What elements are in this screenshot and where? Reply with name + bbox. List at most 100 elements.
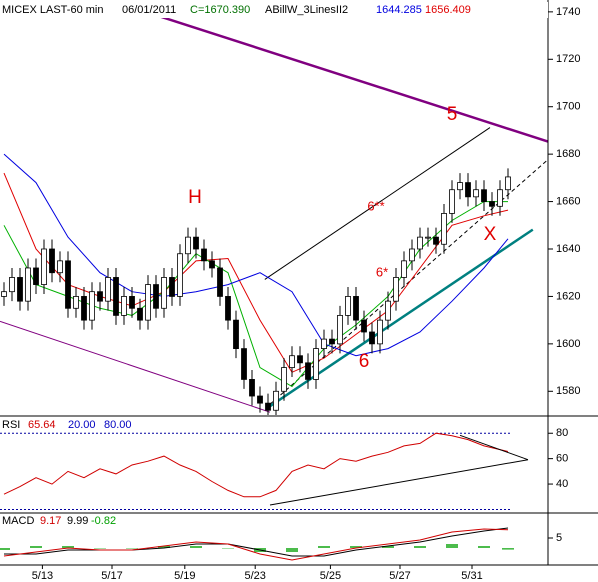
candle-body	[89, 291, 95, 321]
rsi-level-label: 80.00	[104, 419, 132, 431]
candle-body	[345, 296, 351, 316]
histogram-bar	[30, 546, 42, 548]
y-tick-label: 1700	[556, 101, 580, 113]
annotation: 6**	[367, 198, 384, 213]
candle-body	[41, 248, 47, 285]
candle-body	[401, 260, 407, 278]
candle-body	[65, 260, 71, 309]
candle-body	[433, 236, 439, 245]
candle-body	[305, 362, 311, 380]
x-tick-label: 5/13	[32, 570, 53, 582]
y-tick-label: 1660	[556, 195, 580, 207]
candle-body	[25, 267, 31, 302]
candle-body	[17, 277, 23, 302]
candle-body	[337, 314, 343, 345]
close-label: C=1670.390	[190, 4, 250, 16]
macd-line	[3, 528, 509, 561]
histogram-bar	[0, 548, 10, 550]
candle-body	[473, 189, 479, 198]
histogram-bar	[414, 546, 426, 548]
histogram-bar	[126, 548, 138, 549]
trendline	[0, 320, 271, 413]
candle-body	[49, 248, 55, 274]
trendline	[264, 127, 491, 280]
macd-value: 9.17	[40, 515, 61, 527]
candle-body	[441, 213, 447, 245]
candle-body	[369, 331, 375, 345]
candle-body	[225, 296, 231, 321]
candle-body	[353, 296, 359, 321]
candle-body	[289, 355, 295, 368]
candle-body	[177, 253, 183, 297]
header-bg	[0, 2, 548, 18]
candle-body	[129, 296, 135, 309]
price-panel	[0, 13, 548, 415]
histogram-bar	[62, 546, 74, 548]
candle-body	[385, 300, 391, 321]
candle-body	[185, 236, 191, 255]
trendline	[154, 13, 548, 143]
candle-body	[505, 176, 511, 191]
x-tick-label: 5/25	[320, 570, 341, 582]
candle-body	[9, 277, 15, 293]
histogram-bar	[478, 546, 490, 548]
candle-body	[193, 236, 199, 250]
y-tick-label: 1580	[556, 385, 580, 397]
y-tick-label: 1680	[556, 148, 580, 160]
candle-body	[161, 277, 167, 309]
histogram-bar	[222, 548, 234, 549]
histogram-value: -0.82	[91, 515, 116, 527]
signal-value: 9.99	[67, 515, 88, 527]
candle-body	[33, 267, 39, 285]
candle-body	[73, 296, 79, 309]
annotation: X	[484, 224, 497, 245]
candle-body	[409, 248, 415, 262]
candle-body	[489, 201, 495, 207]
histogram-bar	[158, 546, 170, 548]
x-tick-label: 5/31	[461, 570, 482, 582]
candle-body	[137, 307, 143, 321]
rsi-trendline	[269, 459, 529, 506]
histogram-bar	[94, 548, 106, 549]
candle-body	[201, 248, 207, 262]
candle-body	[321, 338, 327, 350]
candle-body	[113, 277, 119, 316]
macd-label: MACD	[2, 515, 34, 527]
y-tick-label: 1600	[556, 338, 580, 350]
candle-body	[497, 189, 503, 207]
annotation: 5	[447, 104, 458, 125]
y-tick-label: 80	[556, 427, 568, 439]
candle-body	[297, 355, 303, 364]
histogram-bar	[286, 548, 298, 552]
y-tick-label: 40	[556, 478, 568, 490]
study-name: ABillW_3LinesII2	[265, 4, 348, 16]
x-tick-label: 5/17	[101, 570, 122, 582]
y-tick-label: 5	[556, 532, 562, 544]
candle-body	[313, 348, 319, 380]
candle-body	[105, 277, 111, 302]
study-value: 1656.409	[425, 4, 471, 16]
candle-body	[329, 338, 335, 345]
rsi-panel	[0, 432, 529, 510]
candle-body	[217, 267, 223, 297]
candle-body	[265, 402, 271, 411]
annotation: H	[188, 187, 202, 208]
histogram-bar	[350, 546, 362, 548]
candle-body	[121, 296, 127, 316]
y-tick-label: 1640	[556, 243, 580, 255]
candle-body	[417, 236, 423, 250]
candle-body	[1, 291, 7, 297]
histogram-bar	[190, 546, 202, 548]
candle-body	[465, 182, 471, 198]
candle-body	[233, 319, 239, 349]
rsi-level-label: 20.00	[68, 419, 96, 431]
annotation: 6	[359, 351, 370, 372]
x-tick-label: 5/23	[244, 570, 265, 582]
candle-body	[249, 379, 255, 397]
y-tick-label: 1720	[556, 53, 580, 65]
labels: MICEX LAST-60 min 06/01/2011 C=1670.390 …	[0, 2, 548, 527]
y-tick-label: 60	[556, 453, 568, 465]
y-tick-label: 1620	[556, 290, 580, 302]
